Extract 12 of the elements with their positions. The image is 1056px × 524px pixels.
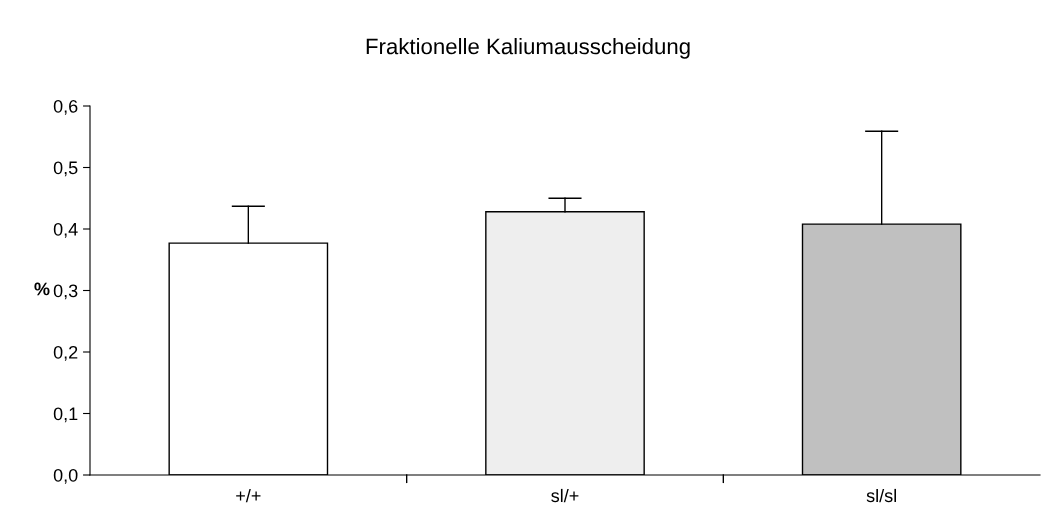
x-tick-label: +/+: [236, 488, 261, 503]
y-tick-label: 0,4: [53, 222, 78, 238]
y-tick-label: 0,5: [53, 161, 78, 177]
chart-title: Fraktionelle Kaliumausscheidung: [366, 38, 690, 59]
y-tick-label: 0,6: [53, 99, 78, 115]
y-axis-title: %: [34, 282, 50, 296]
x-tick-label: sl/+: [551, 488, 579, 503]
y-tick-label: 0,0: [53, 468, 78, 484]
x-tick-label: sl/sl: [866, 488, 897, 503]
y-tick-label: 0,2: [53, 345, 78, 361]
y-tick-label: 0,3: [53, 284, 78, 300]
y-tick-label: 0,1: [53, 407, 78, 423]
